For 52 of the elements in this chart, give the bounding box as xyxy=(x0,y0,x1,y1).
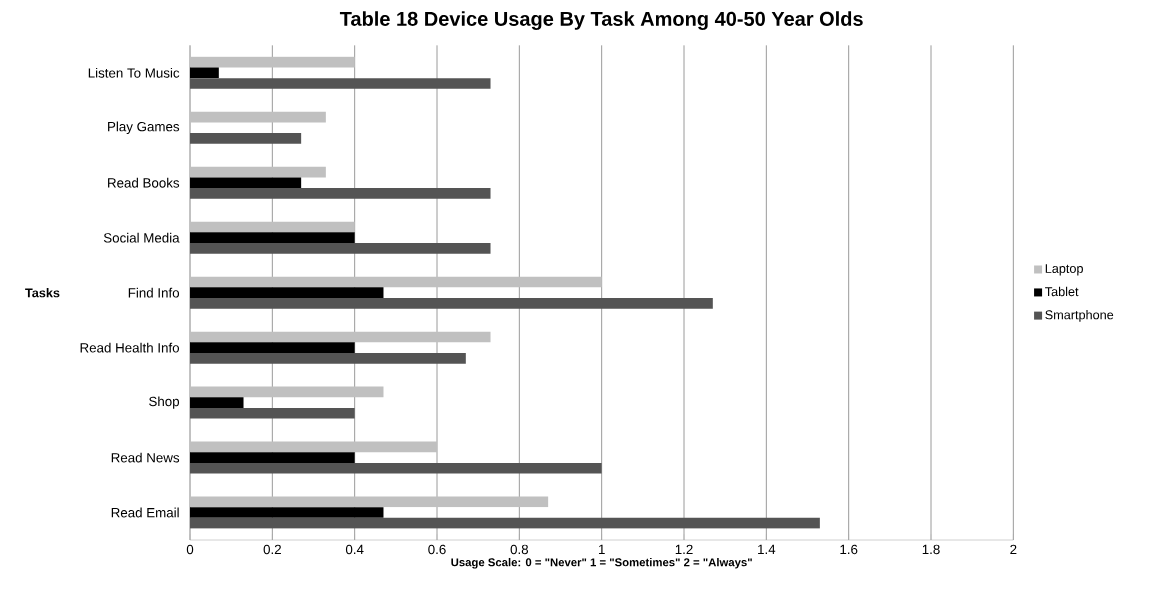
legend-label: Laptop xyxy=(1045,263,1083,276)
bar xyxy=(190,386,384,398)
bar xyxy=(190,232,355,243)
y-tick-label: Listen To Music xyxy=(88,67,180,78)
bar xyxy=(190,496,549,508)
x-tick-label: 0.4 xyxy=(345,544,364,554)
x-tick-label: 2 xyxy=(1010,544,1017,554)
x-tick-label: 1 xyxy=(598,544,605,554)
y-tick-label: Read Email xyxy=(111,507,179,518)
bar xyxy=(190,342,355,353)
y-tick-label: Read News xyxy=(111,452,180,463)
bar xyxy=(190,352,466,364)
x-tick-label: 1.4 xyxy=(758,544,776,554)
bar xyxy=(190,297,713,309)
x-tick-label: 0.6 xyxy=(428,544,446,554)
x-axis-title: Usage Scale: 0 = "Never" 1 = "Sometimes" 2 = "Always" xyxy=(451,557,752,569)
y-axis-title: Tasks xyxy=(25,287,60,298)
y-tick-label: Play Games xyxy=(108,121,180,134)
bar xyxy=(190,242,491,254)
bar xyxy=(190,132,302,144)
y-tick-label: Shop xyxy=(149,396,180,409)
bar xyxy=(190,56,355,68)
bar xyxy=(190,507,384,518)
bar xyxy=(190,517,820,529)
bar xyxy=(190,462,602,474)
x-tick-label: 0 xyxy=(186,544,194,554)
bar xyxy=(190,276,602,288)
x-tick-label: 0.8 xyxy=(510,544,529,554)
bar xyxy=(190,407,355,419)
y-tick-label: Social Media xyxy=(103,232,180,243)
bar xyxy=(190,166,326,178)
legend-label: Smartphone xyxy=(1045,309,1114,322)
y-tick-label: Find Info xyxy=(128,287,180,298)
bar xyxy=(190,441,437,453)
bar xyxy=(190,221,355,233)
bar xyxy=(190,111,326,123)
bar xyxy=(190,287,384,298)
bar xyxy=(190,67,219,78)
x-tick-label: 1.2 xyxy=(675,544,693,554)
x-tick-label: 0.2 xyxy=(263,544,281,554)
bar xyxy=(190,397,244,408)
chart-title: Table 18 Device Usage By Task Among 40-50 Year Olds xyxy=(339,11,863,30)
legend-label: Tablet xyxy=(1045,286,1079,296)
x-tick-label: 1.8 xyxy=(922,544,940,554)
bar xyxy=(190,452,355,463)
bar xyxy=(190,187,491,199)
bar xyxy=(190,331,491,343)
y-tick-label: Read Health Info xyxy=(80,342,180,353)
y-tick-label: Read Books xyxy=(108,177,180,188)
bar xyxy=(190,77,491,89)
x-tick-label: 1.6 xyxy=(840,544,858,554)
bar xyxy=(190,177,302,188)
